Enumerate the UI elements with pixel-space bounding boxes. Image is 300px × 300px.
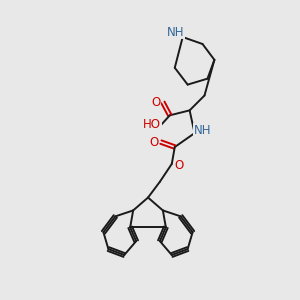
Text: O: O	[174, 159, 183, 172]
Text: HO: HO	[143, 118, 161, 131]
Text: O: O	[149, 136, 159, 148]
Text: O: O	[151, 96, 160, 109]
Text: NH: NH	[167, 26, 184, 39]
Text: NH: NH	[194, 124, 211, 137]
